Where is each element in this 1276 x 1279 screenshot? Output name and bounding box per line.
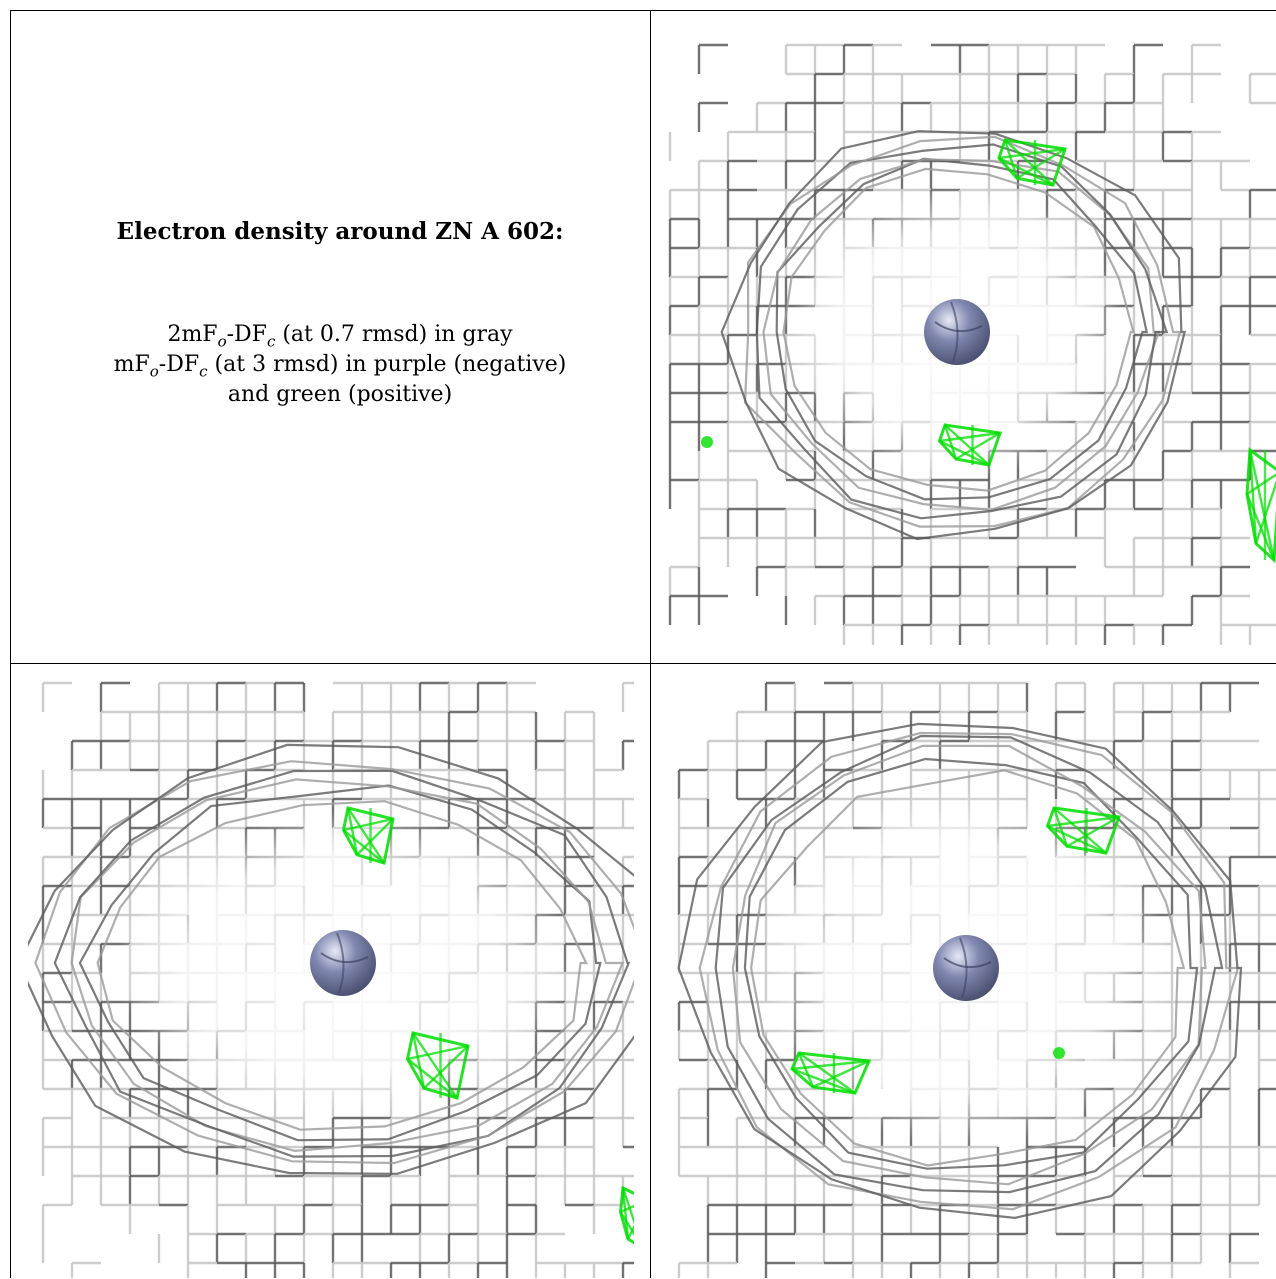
density-view-2 — [28, 668, 634, 1278]
table-middle-border — [10, 663, 1276, 664]
figure-table: Electron density around ZN A 602: 2mFo-D… — [10, 10, 1276, 1278]
difference-mesh-green — [341, 806, 634, 1245]
caption-line-1-a: 2mF — [167, 322, 218, 347]
table-top-border — [10, 10, 1276, 11]
difference-mesh-green — [701, 138, 1276, 564]
caption-line-2-b: -DF — [158, 352, 200, 377]
density-view-1 — [655, 30, 1276, 645]
zn-atom — [310, 930, 376, 996]
difference-mesh-green — [790, 806, 1122, 1095]
caption-line-1-b-sub: c — [266, 332, 276, 351]
caption-line-1-c: (at 0.7 rmsd) in gray — [275, 322, 513, 347]
table-center-divider — [650, 10, 651, 1278]
caption-line-3: and green (positive) — [227, 382, 453, 407]
zn-atom — [933, 935, 999, 1001]
caption-line-2-a: mF — [113, 352, 150, 377]
caption-cell: Electron density around ZN A 602: 2mFo-D… — [10, 10, 650, 662]
caption-line-1-b: -DF — [226, 322, 267, 347]
caption-line-2-c: (at 3 rmsd) in purple (negative) — [207, 352, 567, 377]
zn-atom — [924, 299, 990, 365]
density-view-3 — [664, 668, 1276, 1278]
caption-line-2: mFo-DFc (at 3 rmsd) in purple (negative) — [10, 352, 670, 380]
table-left-border — [10, 10, 11, 1278]
density-view-3-svg — [677, 681, 1276, 1278]
caption-line-2-b-sub: c — [199, 362, 208, 381]
caption-line-1: 2mFo-DFc (at 0.7 rmsd) in gray — [10, 322, 670, 350]
caption-line-1-a-sub: o — [217, 332, 227, 351]
density-view-1-svg — [668, 43, 1276, 645]
caption-line-2-a-sub: o — [149, 362, 159, 381]
caption-title: Electron density around ZN A 602: — [116, 218, 564, 245]
density-view-2-svg — [28, 681, 634, 1278]
